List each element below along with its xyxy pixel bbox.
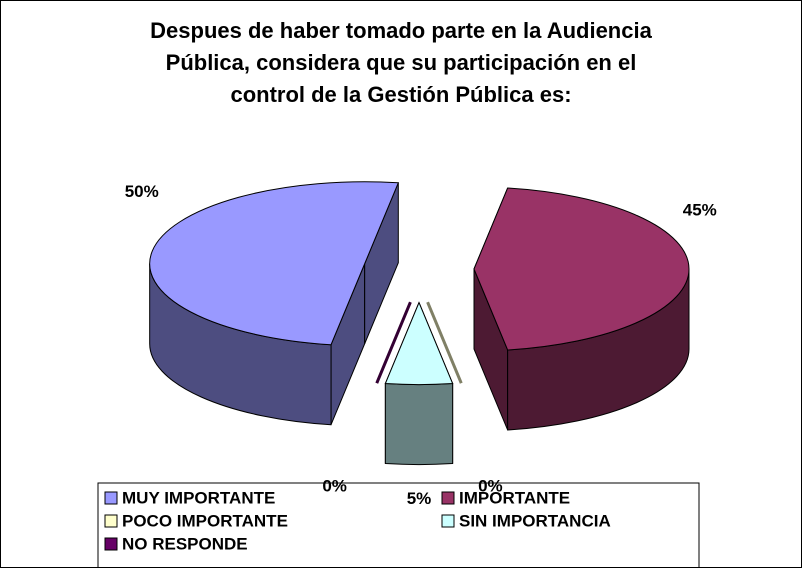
pie-slice	[426, 301, 463, 384]
legend-label: IMPORTANTE	[459, 488, 570, 507]
pie-slice	[384, 301, 454, 466]
slice-top	[384, 301, 454, 386]
legend-label: POCO IMPORTANTE	[122, 511, 288, 530]
data-label: 0%	[322, 477, 347, 496]
legend-label: SIN IMPORTANCIA	[459, 511, 611, 530]
slice-top	[473, 187, 690, 351]
data-label: 0%	[478, 477, 503, 496]
data-label: 45%	[683, 200, 717, 219]
pie-slice	[375, 301, 412, 384]
legend-swatch	[441, 491, 455, 505]
legend-swatch	[104, 491, 118, 505]
data-label: 50%	[125, 182, 159, 201]
slice-top	[426, 301, 463, 384]
slice-top	[149, 181, 400, 346]
legend-swatch	[104, 537, 118, 551]
legend-swatch	[441, 514, 455, 528]
legend-box	[97, 482, 700, 567]
chart-title: Despues de haber tomado parte en la Audi…	[150, 18, 652, 107]
slice-side	[384, 383, 454, 466]
slice-top	[375, 301, 412, 384]
legend-swatch	[104, 514, 118, 528]
pie-slice	[473, 187, 690, 431]
pie-slice	[149, 181, 400, 426]
legend-label: NO RESPONDE	[122, 534, 248, 553]
legend-label: MUY IMPORTANTE	[122, 488, 275, 507]
data-label: 5%	[407, 489, 432, 508]
